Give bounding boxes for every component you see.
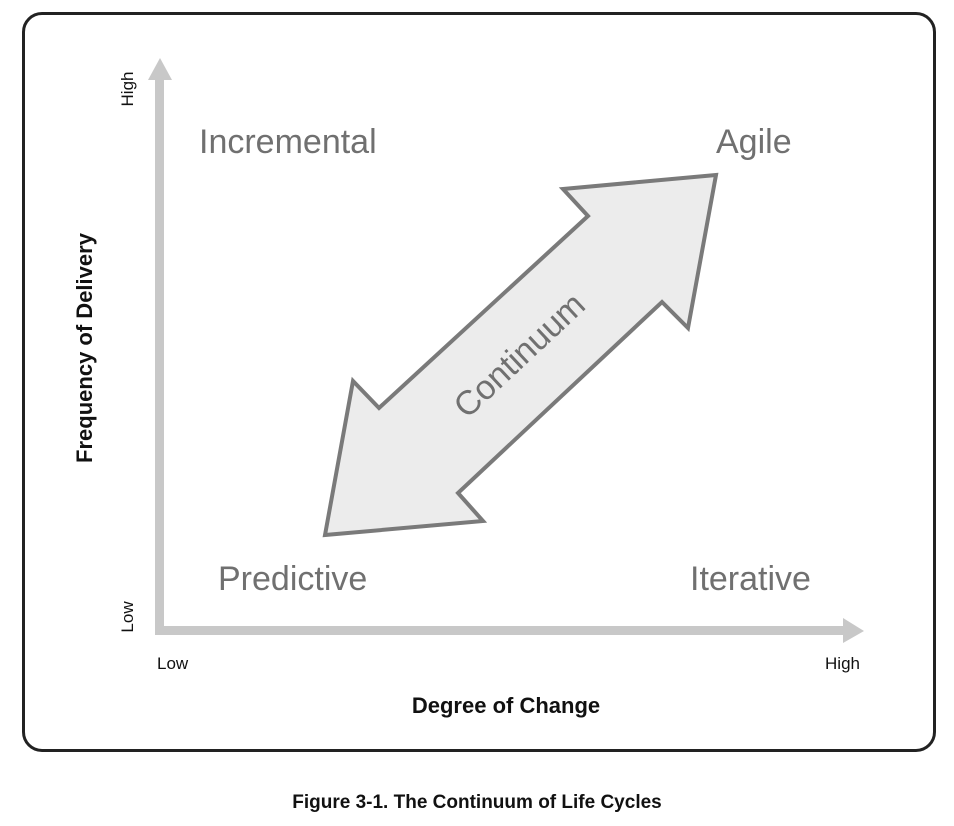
quadrant-label-predictive: Predictive bbox=[218, 560, 367, 598]
quadrant-label-iterative: Iterative bbox=[690, 560, 811, 598]
x-axis-arrowhead bbox=[843, 618, 864, 643]
x-axis-line bbox=[155, 626, 845, 635]
y-axis-arrowhead bbox=[148, 58, 172, 80]
y-axis-title: Frequency of Delivery bbox=[72, 232, 97, 463]
x-axis-high-label: High bbox=[825, 654, 860, 673]
y-axis-high-label: High bbox=[118, 72, 137, 107]
x-axis-low-label: Low bbox=[157, 654, 189, 673]
quadrant-label-incremental: Incremental bbox=[199, 123, 377, 161]
x-axis-title: Degree of Change bbox=[412, 693, 600, 718]
x-axis bbox=[155, 618, 864, 643]
y-axis-line bbox=[155, 78, 164, 634]
y-axis-low-label: Low bbox=[118, 601, 137, 633]
figure-caption: Figure 3-1. The Continuum of Life Cycles bbox=[292, 792, 662, 813]
y-axis bbox=[148, 58, 172, 634]
continuum-arrow bbox=[322, 172, 719, 538]
quadrant-label-agile: Agile bbox=[716, 123, 792, 161]
